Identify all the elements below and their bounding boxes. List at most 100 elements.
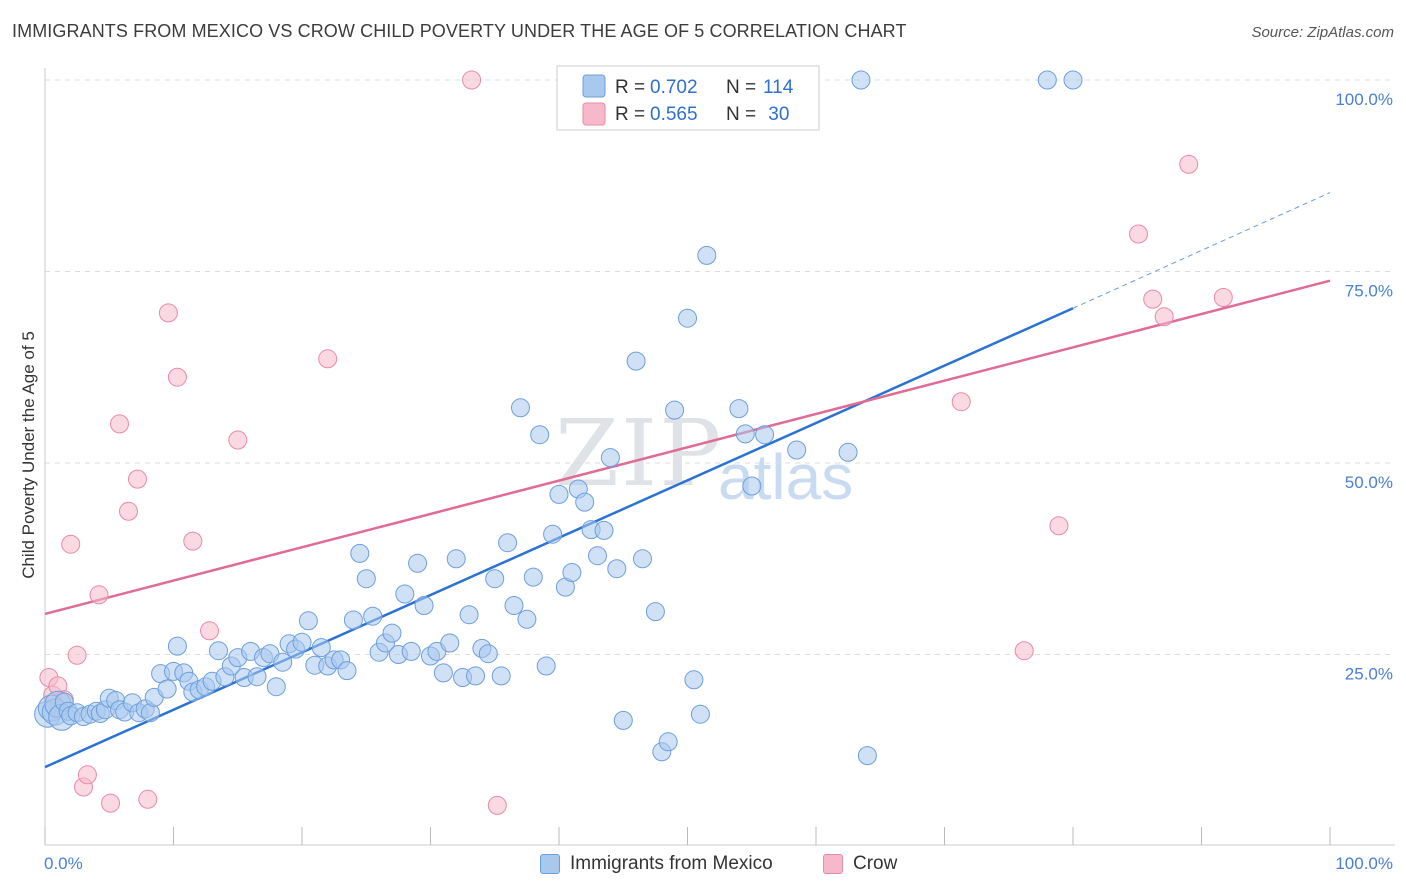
series-crow — [39, 70, 1233, 815]
mexico-point-64 — [408, 553, 428, 573]
crow-point-7 — [77, 765, 97, 785]
crow-point-23 — [1014, 641, 1034, 661]
mexico-point-46 — [292, 632, 312, 652]
mexico-trend-extension — [1072, 192, 1331, 309]
crow-point-11 — [119, 501, 138, 521]
mexico-point-49 — [311, 638, 331, 658]
data-points — [34, 70, 1233, 815]
mexico-point-43 — [273, 652, 293, 672]
crow-point-28 — [1179, 154, 1199, 174]
bottom-legend-item-mexico[interactable]: Immigrants from Mexico — [540, 853, 773, 875]
crow-point-13 — [138, 789, 158, 809]
legend-swatch-pink — [582, 102, 606, 126]
mexico-point-81 — [517, 609, 537, 629]
legend-r-label-2: R = — [615, 104, 645, 125]
mexico-point-101 — [658, 732, 678, 752]
legend-n-value-1: 114 — [763, 77, 794, 98]
mexico-point-69 — [440, 633, 460, 653]
mexico-point-110 — [755, 425, 775, 445]
crow-point-26 — [1143, 289, 1163, 309]
legend-swatch-blue — [582, 74, 606, 98]
bottom-legend: Immigrants from Mexico Crow — [0, 851, 1406, 879]
crow-point-20 — [462, 70, 482, 90]
mexico-point-97 — [626, 351, 646, 371]
crow-point-8 — [89, 585, 109, 605]
mexico-point-106 — [697, 245, 717, 265]
legend-n-label-1: N = — [726, 77, 756, 98]
x-tick-label-max: 100.0% — [1335, 854, 1393, 873]
legend-r-value-2: 0.565 — [650, 104, 698, 125]
mexico-point-108 — [735, 424, 755, 444]
mexico-point-39 — [247, 667, 267, 687]
crow-point-21 — [487, 795, 507, 815]
mexico-point-98 — [633, 549, 652, 569]
y-tick-label-75: 75.0% — [1345, 282, 1393, 301]
crow-point-19 — [318, 349, 338, 369]
mexico-point-47 — [298, 611, 318, 631]
mexico-point-93 — [594, 520, 614, 540]
crow-point-16 — [183, 531, 203, 551]
crow-point-9 — [101, 793, 120, 813]
mexico-point-42 — [266, 677, 286, 697]
legend-r-label-1: R = — [615, 77, 645, 98]
mexico-point-68 — [433, 663, 453, 683]
mexico-point-53 — [337, 661, 357, 681]
legend-swatch-mexico — [540, 854, 560, 874]
mexico-point-86 — [549, 484, 569, 504]
bottom-legend-label-crow: Crow — [853, 853, 898, 874]
mexico-point-96 — [613, 710, 633, 730]
crow-point-25 — [1129, 224, 1148, 244]
legend-box: R = 0.702 N = 114 R = 0.565 N = 30 — [556, 65, 820, 131]
crow-point-12 — [128, 469, 147, 489]
source-credit: Source: ZipAtlas.com — [1251, 24, 1394, 41]
legend-r-value-1: 0.702 — [650, 77, 698, 98]
crow-point-18 — [228, 430, 248, 450]
mexico-point-88 — [562, 563, 582, 582]
legend-n-value-2: 30 — [763, 104, 789, 125]
mexico-point-57 — [363, 606, 383, 626]
bottom-legend-label-mexico: Immigrants from Mexico — [570, 853, 773, 874]
mexico-point-62 — [395, 584, 415, 604]
y-axis-label: Child Poverty Under the Age of 5 — [19, 331, 38, 579]
legend-n-label-2: N = — [726, 104, 756, 125]
mexico-point-63 — [401, 641, 421, 661]
mexico-point-75 — [478, 644, 498, 664]
crow-point-5 — [67, 645, 87, 665]
mexico-point-56 — [356, 569, 376, 589]
tick-labels: 25.0% 50.0% 75.0% 100.0% 0.0% 100.0% — [44, 90, 1393, 873]
watermark-atlas: atlas — [718, 441, 854, 513]
crow-point-17 — [200, 621, 219, 641]
mexico-point-24 — [157, 679, 177, 699]
mexico-point-112 — [838, 442, 858, 462]
mexico-point-55 — [350, 543, 370, 563]
mexico-point-78 — [498, 533, 518, 553]
mexico-point-54 — [343, 610, 363, 630]
mexico-point-72 — [459, 605, 479, 625]
mexico-point-102 — [665, 400, 685, 420]
bottom-legend-item-crow[interactable]: Crow — [823, 853, 897, 875]
mexico-point-80 — [511, 398, 530, 418]
mexico-point-73 — [466, 666, 485, 686]
mexico-point-103 — [678, 308, 697, 328]
mexico-point-79 — [504, 596, 524, 615]
y-tick-label-25: 25.0% — [1345, 665, 1393, 684]
crow-point-15 — [167, 367, 187, 387]
legend-swatch-crow — [823, 854, 843, 874]
mexico-point-115 — [1037, 70, 1057, 90]
mexico-point-76 — [485, 569, 505, 589]
mexico-point-85 — [543, 524, 563, 544]
mexico-point-95 — [607, 559, 627, 579]
mexico-point-77 — [491, 666, 511, 686]
mexico-point-109 — [742, 476, 762, 496]
mexico-point-70 — [446, 549, 466, 569]
mexico-point-114 — [857, 746, 877, 766]
mexico-point-105 — [690, 704, 710, 724]
mexico-point-107 — [729, 399, 749, 419]
crow-point-24 — [1049, 516, 1069, 536]
mexico-point-104 — [684, 670, 704, 690]
mexico-point-92 — [588, 546, 607, 566]
y-tick-label-50: 50.0% — [1345, 473, 1393, 492]
axes — [44, 68, 1395, 846]
y-tick-label-100: 100.0% — [1335, 90, 1393, 109]
